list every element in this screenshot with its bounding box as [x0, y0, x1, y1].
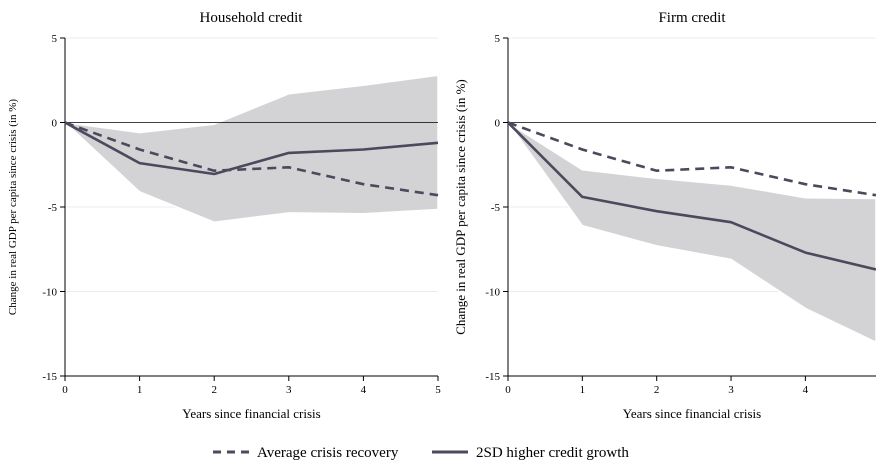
- legend-label-1: Average crisis recovery: [257, 445, 399, 461]
- x-tick-label: 1: [580, 384, 586, 396]
- x-tick-label: 1: [137, 384, 143, 396]
- y-tick-label: -15: [485, 371, 500, 383]
- y-tick-label: -5: [48, 202, 58, 214]
- x-tick-label: 5: [435, 384, 441, 396]
- panel-title: Firm credit: [658, 10, 726, 26]
- x-tick-label: 0: [505, 384, 511, 396]
- x-tick-label: 4: [803, 384, 809, 396]
- y-tick-label: 0: [52, 118, 58, 130]
- x-axis-title: Years since financial crisis: [182, 406, 320, 421]
- x-tick-label: 0: [62, 384, 68, 396]
- y-tick-label: -15: [42, 371, 57, 383]
- x-tick-label: 4: [361, 384, 367, 396]
- y-tick-label: 5: [495, 33, 501, 45]
- y-tick-label: 0: [495, 118, 501, 130]
- y-tick-label: -5: [491, 202, 501, 214]
- confidence-band: [507, 121, 876, 343]
- y-tick-label: -10: [485, 287, 500, 299]
- legend: Average crisis recovery 2SD higher credit…: [213, 445, 629, 461]
- panel-1: Household credit 5 0 -5 -10 -15 0 1 2 3 4 5 Years si…: [7, 10, 441, 421]
- x-tick-label: 2: [211, 384, 217, 396]
- series-line-higher-credit-growth: [64, 121, 439, 176]
- y-axis-title: Change in real GDP per capita since cris…: [453, 79, 468, 334]
- panel-title: Household credit: [200, 10, 304, 26]
- legend-label-2: 2SD higher credit growth: [476, 445, 629, 461]
- series-line-average-recovery: [507, 121, 876, 197]
- x-tick-label: 3: [728, 384, 734, 396]
- x-tick-label: 3: [286, 384, 292, 396]
- x-axis-title: Years since financial crisis: [623, 406, 761, 421]
- y-tick-label: 5: [52, 33, 58, 45]
- series-line-average-recovery: [64, 121, 439, 197]
- series-line-higher-credit-growth: [507, 121, 876, 271]
- panel-2: Firm credit 5 0 -5 -10 -15 0 1 2 3 4 Years since fi…: [453, 10, 876, 421]
- x-tick-label: 2: [654, 384, 660, 396]
- y-axis-title: Change in real GDP per capita since cris…: [7, 99, 19, 315]
- y-tick-label: -10: [42, 287, 57, 299]
- confidence-band: [64, 74, 439, 223]
